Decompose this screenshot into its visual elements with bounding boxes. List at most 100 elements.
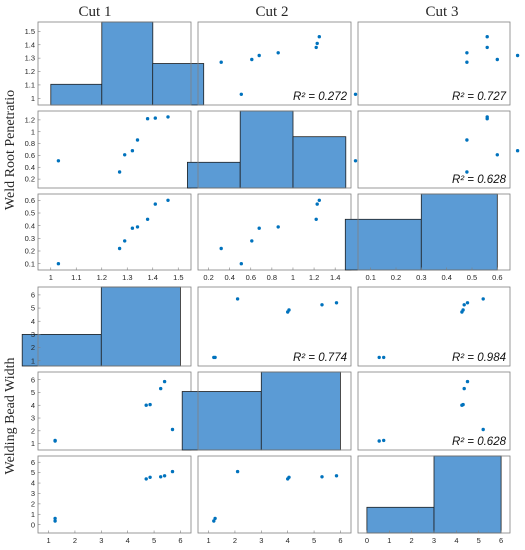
panel-frame-m0-r1-cut3 xyxy=(357,110,511,189)
panel-m1-r0-cut3 xyxy=(357,286,511,367)
y-tick-label-m0-r0-cut1-4: 1.4 xyxy=(25,40,35,49)
scatter-point-m0-r1-cut3-1 xyxy=(465,170,469,174)
x-tick-label-m0-r2-cut2-2: 0.6 xyxy=(246,273,256,282)
x-tick-label-m1-r2-cut3-4: 4 xyxy=(454,536,458,545)
x-tick-label-m1-r2-cut3-6: 6 xyxy=(499,536,503,545)
scatter-point-m0-r2-cut1-0 xyxy=(56,262,61,266)
x-tick-label-m0-r2-cut1-3: 1.3 xyxy=(122,273,132,282)
column-title-1: Cut 1 xyxy=(79,4,112,20)
hist-bar-m1-r1-cut2-0 xyxy=(181,391,262,451)
x-tick-label-m1-r2-cut1-2: 3 xyxy=(99,536,103,545)
scatter-point-m0-r0-cut2-7 xyxy=(317,35,321,39)
scatter-point-m1-r0-cut3-4 xyxy=(462,303,466,307)
x-tick-label-m0-r2-cut1-0: 1 xyxy=(49,273,53,282)
panel-frame-m1-r2-cut1 xyxy=(37,455,192,534)
scatter-point-m0-r0-cut2-2 xyxy=(250,57,254,62)
x-tick-label-m1-r2-cut2-1: 2 xyxy=(233,536,237,545)
scatter-point-m1-r2-cut2-6 xyxy=(235,469,240,474)
x-tick-label-m0-r2-cut3-2: 0.3 xyxy=(416,273,426,282)
scatter-point-m0-r0-cut3-3 xyxy=(515,53,520,58)
y-tick-label-m1-r2-cut1-3: 3 xyxy=(31,489,35,498)
x-tick-label-m1-r2-cut3-5: 5 xyxy=(477,536,481,545)
y-tick-label-m0-r0-cut1-2: 1.2 xyxy=(25,67,35,76)
panel-m1-r1-cut2 xyxy=(181,371,352,451)
panel-frame-m0-r1-cut2 xyxy=(197,110,352,189)
x-tick-label-m0-r2-cut2-4: 1 xyxy=(291,273,295,282)
scatter-point-m0-r1-cut3-3 xyxy=(515,149,520,153)
row-group-title-bead-width: Welding Bead Width xyxy=(3,357,18,474)
x-tick-label-m1-r2-cut3-3: 3 xyxy=(432,536,436,545)
scatter-point-m1-r2-cut1-4 xyxy=(159,475,163,479)
x-tick-label-m1-r2-cut2-0: 1 xyxy=(207,536,211,545)
scatter-point-m0-r0-cut3-1 xyxy=(465,60,469,64)
scatter-point-m0-r2-cut2-7 xyxy=(317,198,321,202)
hist-bar-m0-r0-cut1-1 xyxy=(101,21,154,106)
scatter-point-m0-r1-cut3-0 xyxy=(353,159,358,163)
scatter-point-m1-r0-cut3-5 xyxy=(465,301,470,305)
panel-m1-r1-cut3 xyxy=(357,371,511,451)
panel-m1-r0-cut2 xyxy=(197,286,352,367)
hist-bar-m1-r1-cut2-1 xyxy=(260,371,341,451)
panel-frame-m1-r0-cut2 xyxy=(197,286,352,367)
panel-frame-m1-r1-cut1 xyxy=(37,371,192,451)
x-tick-label-m1-r2-cut1-1: 2 xyxy=(73,536,77,545)
hist-bar-m1-r0-cut1-0 xyxy=(21,333,102,367)
hist-bar-m0-r2-cut3-1 xyxy=(420,193,498,271)
y-tick-label-m1-r0-cut1-1: 2 xyxy=(31,343,35,352)
x-tick-label-m1-r2-cut2-2: 3 xyxy=(259,536,263,545)
hist-bar-m0-r0-cut1-2 xyxy=(152,63,205,106)
scatter-point-m0-r2-cut1-3 xyxy=(130,226,135,230)
panel-frame-m0-r0-cut2 xyxy=(197,21,352,106)
y-tick-label-m1-r1-cut1-2: 3 xyxy=(31,414,35,423)
scatter-point-m0-r0-cut2-4 xyxy=(276,51,280,55)
scatter-point-m1-r1-cut3-1 xyxy=(382,438,386,443)
scatter-point-m0-r2-cut2-4 xyxy=(276,225,280,229)
y-tick-label-m0-r0-cut1-3: 1.3 xyxy=(25,54,35,63)
y-tick-label-m0-r2-cut1-2: 0.3 xyxy=(25,234,35,243)
x-tick-label-m1-r2-cut1-5: 6 xyxy=(178,536,182,545)
hist-bar-m0-r1-cut2-2 xyxy=(292,136,347,189)
y-tick-label-m0-r1-cut1-4: 1 xyxy=(31,127,35,136)
row-group-title-weld-root: Weld Root Penetratio xyxy=(3,90,18,210)
scatter-point-m0-r1-cut3-2 xyxy=(495,153,499,157)
scatter-point-m0-r0-cut2-6 xyxy=(315,41,319,46)
scatter-point-m1-r2-cut1-2 xyxy=(144,477,148,481)
x-tick-label-m0-r2-cut1-4: 1.4 xyxy=(147,273,157,282)
y-tick-label-m0-r2-cut1-1: 0.2 xyxy=(25,247,35,256)
scatter-point-m1-r1-cut1-1 xyxy=(53,438,57,443)
panel-m0-r0-cut3 xyxy=(353,21,520,106)
panel-m0-r0-cut1: 1 1.1 1.2 1.3 1.4 1.5 xyxy=(25,21,205,106)
scatter-point-m0-r0-cut2-3 xyxy=(257,53,261,58)
scatter-point-m0-r1-cut1-1 xyxy=(117,170,122,174)
scatter-point-m0-r1-cut1-5 xyxy=(145,117,150,121)
scatter-point-m0-r0-cut2-0 xyxy=(239,92,243,97)
scatter-point-m1-r1-cut1-6 xyxy=(170,427,175,432)
x-tick-label-m1-r2-cut3-2: 2 xyxy=(410,536,414,545)
x-tick-label-m1-r2-cut2-3: 4 xyxy=(286,536,290,545)
scatter-point-m0-r2-cut2-6 xyxy=(315,202,319,206)
hist-bar-m0-r0-cut1-0 xyxy=(50,83,103,106)
panel-m0-r2-cut1: 1 1.1 1.2 1.3 1.4 1.5 0.1 0.2 0.3 0.4 0.5 0.6 xyxy=(25,193,192,282)
scatter-point-m0-r2-cut2-3 xyxy=(257,226,261,230)
scatter-point-m1-r2-cut2-4 xyxy=(320,475,324,479)
y-tick-label-m1-r2-cut1-1: 1 xyxy=(31,510,35,519)
panel-m0-r1-cut1: 0.2 0.4 0.6 0.8 1 1.2 xyxy=(25,110,192,189)
panel-m0-r2-cut2: 0.2 0.4 0.6 0.8 1 1.2 1.4 xyxy=(197,193,352,282)
scatter-point-m0-r0-cut3-7 xyxy=(485,35,489,39)
scatter-point-m0-r1-cut1-4 xyxy=(135,138,140,142)
scatter-point-m0-r2-cut1-6 xyxy=(153,202,157,206)
y-tick-label-m1-r1-cut1-4: 5 xyxy=(31,388,35,397)
x-tick-label-m0-r2-cut2-6: 1.4 xyxy=(330,273,340,282)
x-tick-label-m1-r2-cut1-4: 5 xyxy=(152,536,156,545)
scatter-point-m1-r0-cut3-6 xyxy=(481,297,485,301)
scatter-point-m0-r0-cut2-5 xyxy=(314,45,318,50)
scatter-point-m1-r2-cut1-5 xyxy=(162,474,167,478)
y-tick-label-m1-r1-cut1-1: 2 xyxy=(31,426,35,435)
column-title-2: Cut 2 xyxy=(256,4,289,20)
scatter-point-m0-r1-cut3-4 xyxy=(465,138,469,142)
r-squared-label-m1-r0-c1: R² = 0.774 xyxy=(293,352,347,364)
y-tick-label-m1-r0-cut1-0: 1 xyxy=(31,356,35,365)
panel-frame-m1-r1-cut2 xyxy=(197,371,352,451)
